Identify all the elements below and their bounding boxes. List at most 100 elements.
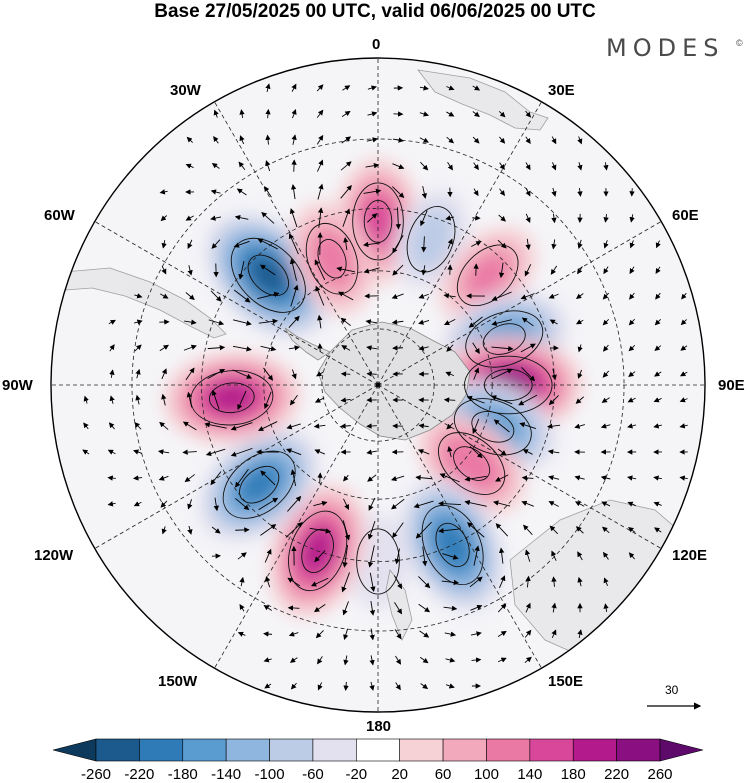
wind-vector-arrow [525, 213, 531, 224]
wind-vector-arrow [257, 291, 280, 300]
wind-vector-arrow [363, 188, 382, 194]
wind-vector-arrow [464, 475, 487, 482]
wind-vector-arrow [313, 604, 326, 613]
wind-vector-arrow [574, 423, 585, 429]
wind-vector-arrow [392, 522, 404, 539]
wind-vector-arrow [524, 264, 532, 277]
wind-vector-arrow [159, 344, 169, 352]
contour-line [352, 182, 404, 261]
wind-vector-arrow [340, 423, 351, 429]
wind-vector-arrow [366, 371, 377, 377]
wind-vector-arrow [525, 188, 531, 197]
wind-vector-arrow [446, 136, 455, 144]
wind-vector-arrow [365, 319, 378, 325]
wind-vector-arrow [438, 500, 462, 507]
wind-vector-arrow [238, 261, 245, 280]
wind-vector-arrow [421, 265, 427, 276]
wind-vector-arrow [575, 396, 585, 404]
wind-vector-arrow [288, 233, 299, 255]
antarctic-peninsula [284, 327, 331, 361]
wind-vector-arrow [445, 657, 456, 663]
plot-title: Base 27/05/2025 00 UTC, valid 06/06/2025… [154, 1, 596, 22]
wind-vector-arrow [185, 367, 195, 381]
wind-vector-arrow [366, 449, 377, 455]
wind-vector-arrow [602, 551, 609, 560]
wind-vector-arrow [287, 495, 302, 512]
wind-vector-arrow [601, 501, 611, 507]
colorbar-tick-label: 220 [604, 766, 630, 783]
contour-line [482, 323, 526, 355]
colorbar-max-triangle [659, 738, 704, 762]
lon-label-150e: 150E [548, 673, 584, 690]
wind-vector-arrow [187, 239, 193, 249]
wind-vector-arrow [394, 548, 401, 565]
copyright-mark: © [736, 38, 743, 48]
wind-vector-arrow [525, 110, 532, 118]
wind-vector-arrow [343, 681, 349, 691]
wind-vector-arrow [497, 448, 507, 456]
wind-vector-arrow [258, 421, 278, 431]
wind-vector-arrow [289, 657, 298, 663]
colorbar-tick-label: -260 [80, 766, 112, 783]
wind-vector-arrow [392, 163, 405, 170]
wind-vector-arrow [290, 184, 297, 200]
wind-vector-arrow [185, 215, 194, 221]
wind-vectors [82, 83, 688, 691]
colorbar-segment [399, 738, 444, 762]
wind-vector-arrow [497, 657, 507, 663]
wind-vector-arrow [548, 293, 559, 299]
wind-vector-arrow [343, 237, 349, 251]
wind-vector-arrow [183, 344, 197, 351]
wind-vector-arrow [473, 263, 479, 276]
wind-vector-arrow [232, 345, 252, 352]
map-boundary [50, 57, 706, 713]
wind-vector-arrow [577, 162, 583, 171]
wind-vector-arrow [108, 319, 116, 325]
wind-vector-arrow [317, 656, 323, 665]
wind-vector-arrow [239, 603, 245, 612]
lon-label-180: 180 [366, 718, 392, 735]
wind-vector-arrow [235, 498, 250, 511]
wind-vector-arrow [290, 469, 297, 487]
wind-vector-arrow [628, 318, 635, 326]
wind-vector-arrow [420, 683, 429, 690]
wind-vector-arrow [213, 497, 219, 512]
wind-vector-arrow [441, 579, 460, 586]
wind-vector-arrow [445, 371, 455, 377]
wind-vector-arrow [343, 498, 349, 511]
lon-label-120w: 120W [34, 547, 74, 564]
wind-vector-arrow [286, 423, 301, 430]
wind-vector-arrow [473, 188, 479, 197]
wind-vector-arrow [237, 552, 247, 560]
wind-vector-arrow [366, 137, 379, 143]
wind-vector-arrow [291, 134, 297, 145]
wind-vector-arrow [491, 345, 514, 352]
wind-vector-arrow [418, 345, 429, 351]
wind-vector-arrow [342, 208, 351, 227]
wind-vector-arrow [442, 553, 459, 560]
wind-vector-arrow [493, 419, 510, 433]
wind-vector-arrow [628, 371, 636, 377]
south-pole-dot [375, 382, 381, 388]
wind-vector-arrow [392, 186, 405, 199]
wind-vector-arrow [521, 500, 534, 507]
wind-vector-arrow [680, 319, 687, 326]
wind-vector-arrow [264, 185, 272, 198]
wind-vector-arrow [161, 368, 167, 380]
wind-vector-arrow [207, 345, 226, 351]
wind-vector-arrow [600, 423, 611, 429]
wind-vector-arrow [498, 214, 506, 222]
wind-vector-arrow [551, 187, 557, 197]
wind-vector-arrow [210, 215, 222, 221]
wind-vector-arrow [82, 449, 90, 455]
wind-vector-arrow [464, 500, 487, 507]
wind-vector-arrow [547, 449, 560, 455]
wind-vector-arrow [258, 318, 279, 325]
wind-vector-arrow [472, 136, 480, 144]
colorbar-tick-label: 100 [473, 766, 499, 783]
wind-vector-arrow [495, 523, 509, 537]
wind-vector-arrow [491, 291, 512, 301]
wind-vector-arrow [445, 683, 455, 689]
colorbar-tick-label: -220 [124, 766, 155, 783]
wind-vector-arrow [159, 421, 169, 430]
